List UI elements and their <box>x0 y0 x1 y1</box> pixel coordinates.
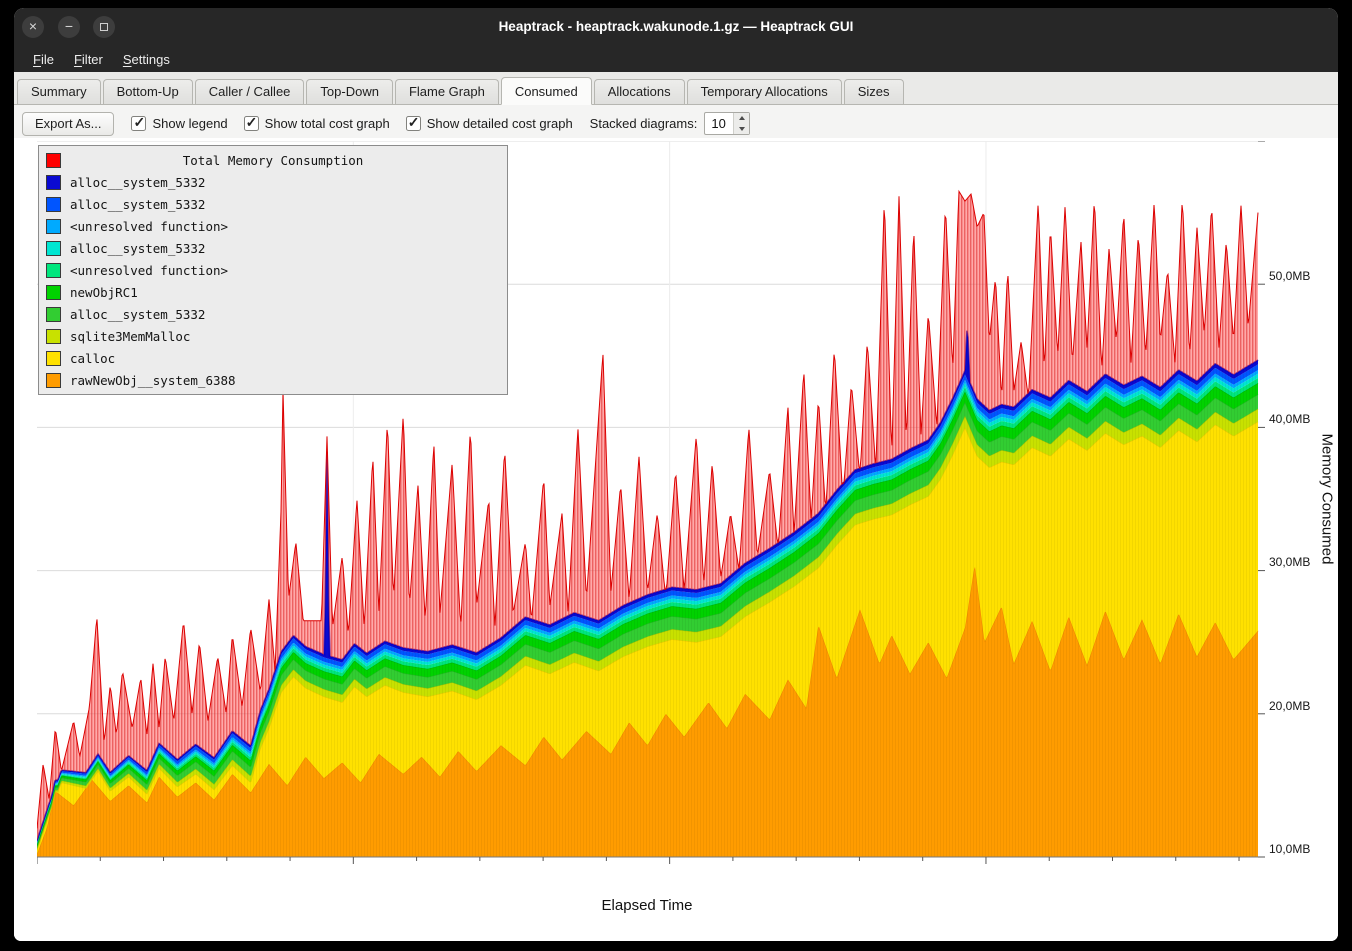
legend-swatch <box>46 196 61 212</box>
legend-item-label: <unresolved function> <box>70 218 229 234</box>
heaptrack-window: × − Heaptrack - heaptrack.wakunode.1.gz … <box>14 8 1338 941</box>
legend-item: alloc__system_5332 <box>39 303 507 325</box>
legend-swatch <box>46 174 61 190</box>
legend-swatch <box>46 262 61 278</box>
toolbar-checkboxes: ✓ Show legend ✓ Show total cost graph ✓ Show … <box>131 114 573 131</box>
tab-summary[interactable]: Summary <box>17 79 101 104</box>
tabbar: Summary Bottom-Up Caller / Callee Top-Down F… <box>14 72 1338 105</box>
legend-item-label: rawNewObj__system_6388 <box>70 372 236 388</box>
tab-bottom-up[interactable]: Bottom-Up <box>102 79 193 104</box>
maximize-icon <box>100 23 108 31</box>
legend-item: <unresolved function> <box>39 215 507 237</box>
y-tick-label: 30,0MB <box>1269 555 1311 570</box>
stacked-diagrams-value[interactable]: 10 <box>711 116 726 131</box>
legend-item-label: alloc__system_5332 <box>70 196 206 212</box>
legend-item-label: alloc__system_5332 <box>70 306 206 322</box>
legend-swatch <box>46 328 61 344</box>
legend-item-label: alloc__system_5332 <box>70 240 206 256</box>
window-title: Heaptrack - heaptrack.wakunode.1.gz — He… <box>498 19 854 34</box>
maximize-button[interactable] <box>93 16 115 38</box>
chart-legend: Total Memory Consumption alloc__system_53… <box>38 145 508 395</box>
axis-ticks <box>37 141 1265 864</box>
y-tick-label: 20,0MB <box>1269 698 1311 713</box>
legend-swatch <box>46 218 61 234</box>
legend-item: sqlite3MemMalloc <box>39 325 507 347</box>
tab-caller-callee[interactable]: Caller / Callee <box>194 79 305 104</box>
x-axis-title: Elapsed Time <box>601 897 693 914</box>
legend-title: Total Memory Consumption <box>182 152 364 168</box>
legend-item-label: newObjRC1 <box>70 284 138 300</box>
y-axis-title: Memory Consumed <box>1318 433 1336 565</box>
legend-item: rawNewObj__system_6388 <box>39 369 507 391</box>
menu-filter[interactable]: Filter <box>73 51 103 67</box>
tab-sizes[interactable]: Sizes <box>843 79 904 104</box>
spinner-up-icon <box>738 116 745 121</box>
spin-down-button[interactable] <box>734 124 749 135</box>
checkbox-label: Show legend <box>152 116 228 131</box>
tab-top-down[interactable]: Top-Down <box>306 79 393 104</box>
y-tick-label: 10,0MB <box>1269 841 1311 856</box>
series-total-line <box>37 189 1259 829</box>
tab-allocations[interactable]: Allocations <box>593 79 685 104</box>
checkbox-box[interactable]: ✓ <box>131 114 147 131</box>
minimize-icon: − <box>64 18 74 34</box>
legend-swatch <box>46 350 61 366</box>
stacked-diagrams-label: Stacked diagrams: <box>589 116 698 131</box>
legend-item: newObjRC1 <box>39 281 507 303</box>
legend-swatch <box>46 306 61 322</box>
legend-item-label: sqlite3MemMalloc <box>70 328 191 344</box>
chart-series <box>37 189 1259 857</box>
memory-chart[interactable] <box>37 141 1266 865</box>
menubar: File Filter Settings <box>14 46 1338 72</box>
checkbox-show-legend[interactable]: ✓ Show legend <box>131 114 228 131</box>
checkbox-box[interactable]: ✓ <box>405 114 421 131</box>
checkbox-label: Show total cost graph <box>264 116 390 131</box>
toolbar: Export As... ✓ Show legend ✓ Show total cos… <box>14 105 1338 143</box>
checkmark-icon: ✓ <box>133 114 146 130</box>
legend-title-row: Total Memory Consumption <box>39 149 507 171</box>
legend-item: <unresolved function> <box>39 259 507 281</box>
spinner-down-icon <box>738 126 745 131</box>
legend-swatch <box>46 284 61 300</box>
minimize-button[interactable]: − <box>58 16 80 38</box>
legend-swatch <box>46 240 61 256</box>
legend-item: calloc <box>39 347 507 369</box>
spin-up-button[interactable] <box>734 113 749 124</box>
checkbox-show-total-cost-graph[interactable]: ✓ Show total cost graph <box>243 114 390 131</box>
export-as-button[interactable]: Export As... <box>22 111 115 136</box>
tab-flame-graph[interactable]: Flame Graph <box>394 79 499 104</box>
checkbox-label: Show detailed cost graph <box>426 116 573 131</box>
menu-settings[interactable]: Settings <box>122 51 170 67</box>
legend-item: alloc__system_5332 <box>39 193 507 215</box>
checkmark-icon: ✓ <box>245 114 258 130</box>
checkmark-icon: ✓ <box>407 114 420 130</box>
checkbox-box[interactable]: ✓ <box>243 114 259 131</box>
menu-file[interactable]: File <box>33 51 54 67</box>
legend-item-label: alloc__system_5332 <box>70 174 206 190</box>
titlebar: × − Heaptrack - heaptrack.wakunode.1.gz … <box>14 8 1338 46</box>
checkbox-show-detailed-cost-graph[interactable]: ✓ Show detailed cost graph <box>405 114 573 131</box>
stacked-diagrams-spinbox[interactable]: 10 <box>704 112 751 135</box>
legend-item: alloc__system_5332 <box>39 171 507 193</box>
legend-item-label: calloc <box>70 350 116 366</box>
y-tick-label: 40,0MB <box>1269 412 1311 427</box>
stack-texture <box>37 330 1258 857</box>
close-icon: × <box>28 18 38 34</box>
legend-swatch <box>46 372 61 388</box>
legend-swatch <box>46 152 61 168</box>
tab-consumed[interactable]: Consumed <box>500 77 592 105</box>
close-button[interactable]: × <box>22 16 44 38</box>
legend-item: alloc__system_5332 <box>39 237 507 259</box>
legend-item-label: <unresolved function> <box>70 262 229 278</box>
tab-temporary-allocations[interactable]: Temporary Allocations <box>686 79 842 104</box>
y-tick-label: 50,0MB <box>1269 269 1311 283</box>
